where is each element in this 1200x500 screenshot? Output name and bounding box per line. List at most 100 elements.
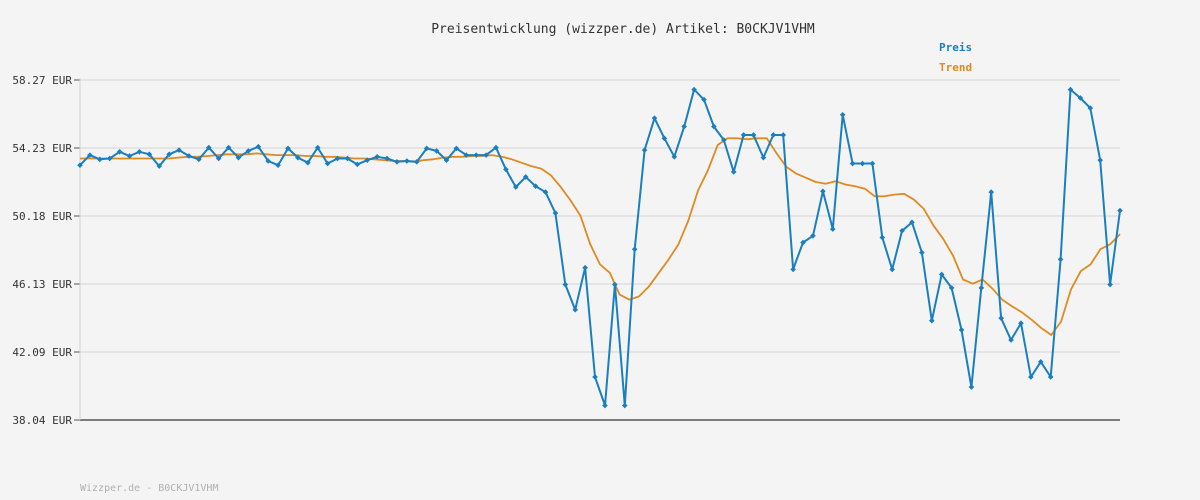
series-line-trend [80,137,1121,336]
series-line-preis [79,88,1121,407]
data-point-preis [186,153,192,159]
data-point-preis [859,160,866,167]
data-point-preis [671,154,678,160]
data-point-preis [721,137,727,143]
data-point-preis [681,123,687,130]
data-point-preis [215,155,222,162]
data-point-preis [116,148,123,155]
data-point-preis [998,315,1004,321]
data-point-preis [800,239,806,246]
data-point-preis [750,132,757,138]
data-point-preis [562,281,569,288]
data-point-preis [592,374,598,380]
data-point-preis [97,156,103,163]
data-point-preis [493,144,499,151]
y-tick-label: 58.27 EUR [12,74,72,87]
data-point-preis [968,384,975,390]
data-point-preis [1028,374,1034,380]
data-point-preis [463,152,470,158]
data-point-preis [503,166,509,173]
data-point-preis [542,189,549,195]
data-point-preis [572,306,579,313]
data-point-preis [849,160,856,167]
data-point-preis [443,157,450,163]
data-point-preis [364,157,371,163]
data-point-preis [889,266,895,273]
data-point-preis [532,183,539,190]
data-point-preis [919,249,925,256]
data-point-preis [938,271,945,278]
data-point-preis [77,162,83,169]
data-point-preis [156,163,163,169]
data-point-preis [235,154,242,161]
data-point-preis [87,152,93,158]
data-point-preis [730,169,737,175]
data-point-preis [612,281,618,288]
data-point-preis [324,160,331,167]
data-point-preis [770,132,777,138]
data-point-preis [810,232,816,239]
data-point-preis [869,160,876,167]
data-point-preis [661,135,668,142]
data-point-preis [146,151,153,158]
data-point-preis [404,158,410,164]
data-point-preis [433,148,440,154]
data-point-preis [225,144,232,151]
data-point-preis [275,162,281,169]
data-point-preis [1097,157,1103,163]
y-tick-label: 54.23 EUR [12,142,72,155]
data-point-preis [552,210,559,216]
data-point-preis [384,155,390,162]
data-point-preis [265,158,271,164]
data-point-preis [1067,86,1074,93]
data-point-preis [245,148,252,154]
data-point-preis [413,159,420,165]
data-point-preis [582,264,588,271]
data-point-preis [711,123,717,130]
data-point-preis [1087,105,1094,111]
data-point-preis [295,154,301,161]
data-point-preis [136,148,143,155]
data-point-preis [1037,359,1044,365]
data-point-preis [344,155,351,162]
data-point-preis [196,156,202,163]
data-point-preis [305,159,311,166]
data-point-preis [701,96,707,103]
footer-credit: Wizzper.de - B0CKJV1VHM [80,483,218,494]
data-point-preis [602,402,608,409]
data-point-preis [839,111,846,118]
chart-title: Preisentwicklung (wizzper.de) Artikel: B… [431,22,815,37]
data-point-preis [176,147,182,153]
data-point-preis [929,317,935,324]
y-tick-label: 42.09 EUR [12,346,72,359]
data-point-preis [473,152,479,158]
data-point-preis [1117,207,1123,214]
data-point-preis [374,154,380,160]
data-point-preis [126,153,133,159]
data-point-preis [314,144,321,151]
data-point-preis [354,161,361,168]
data-point-preis [205,144,212,151]
data-point-preis [453,145,460,152]
data-point-preis [394,159,400,165]
data-point-preis [829,226,836,232]
data-point-preis [106,155,113,162]
data-point-preis [1057,256,1064,263]
data-point-preis [483,152,489,158]
data-point-preis [909,219,915,226]
data-point-preis [1018,320,1024,326]
data-point-preis [820,188,826,195]
data-point-preis [522,174,529,180]
data-point-preis [1107,281,1113,288]
y-tick-label: 50.18 EUR [12,210,72,223]
data-point-preis [1077,95,1084,101]
data-point-preis [513,184,519,190]
data-point-preis [948,285,955,291]
y-tick-label: 46.13 EUR [12,278,72,291]
data-point-preis [334,155,341,162]
data-point-preis [790,266,796,273]
data-point-preis [899,227,905,234]
legend-preis: Preis [939,41,972,54]
